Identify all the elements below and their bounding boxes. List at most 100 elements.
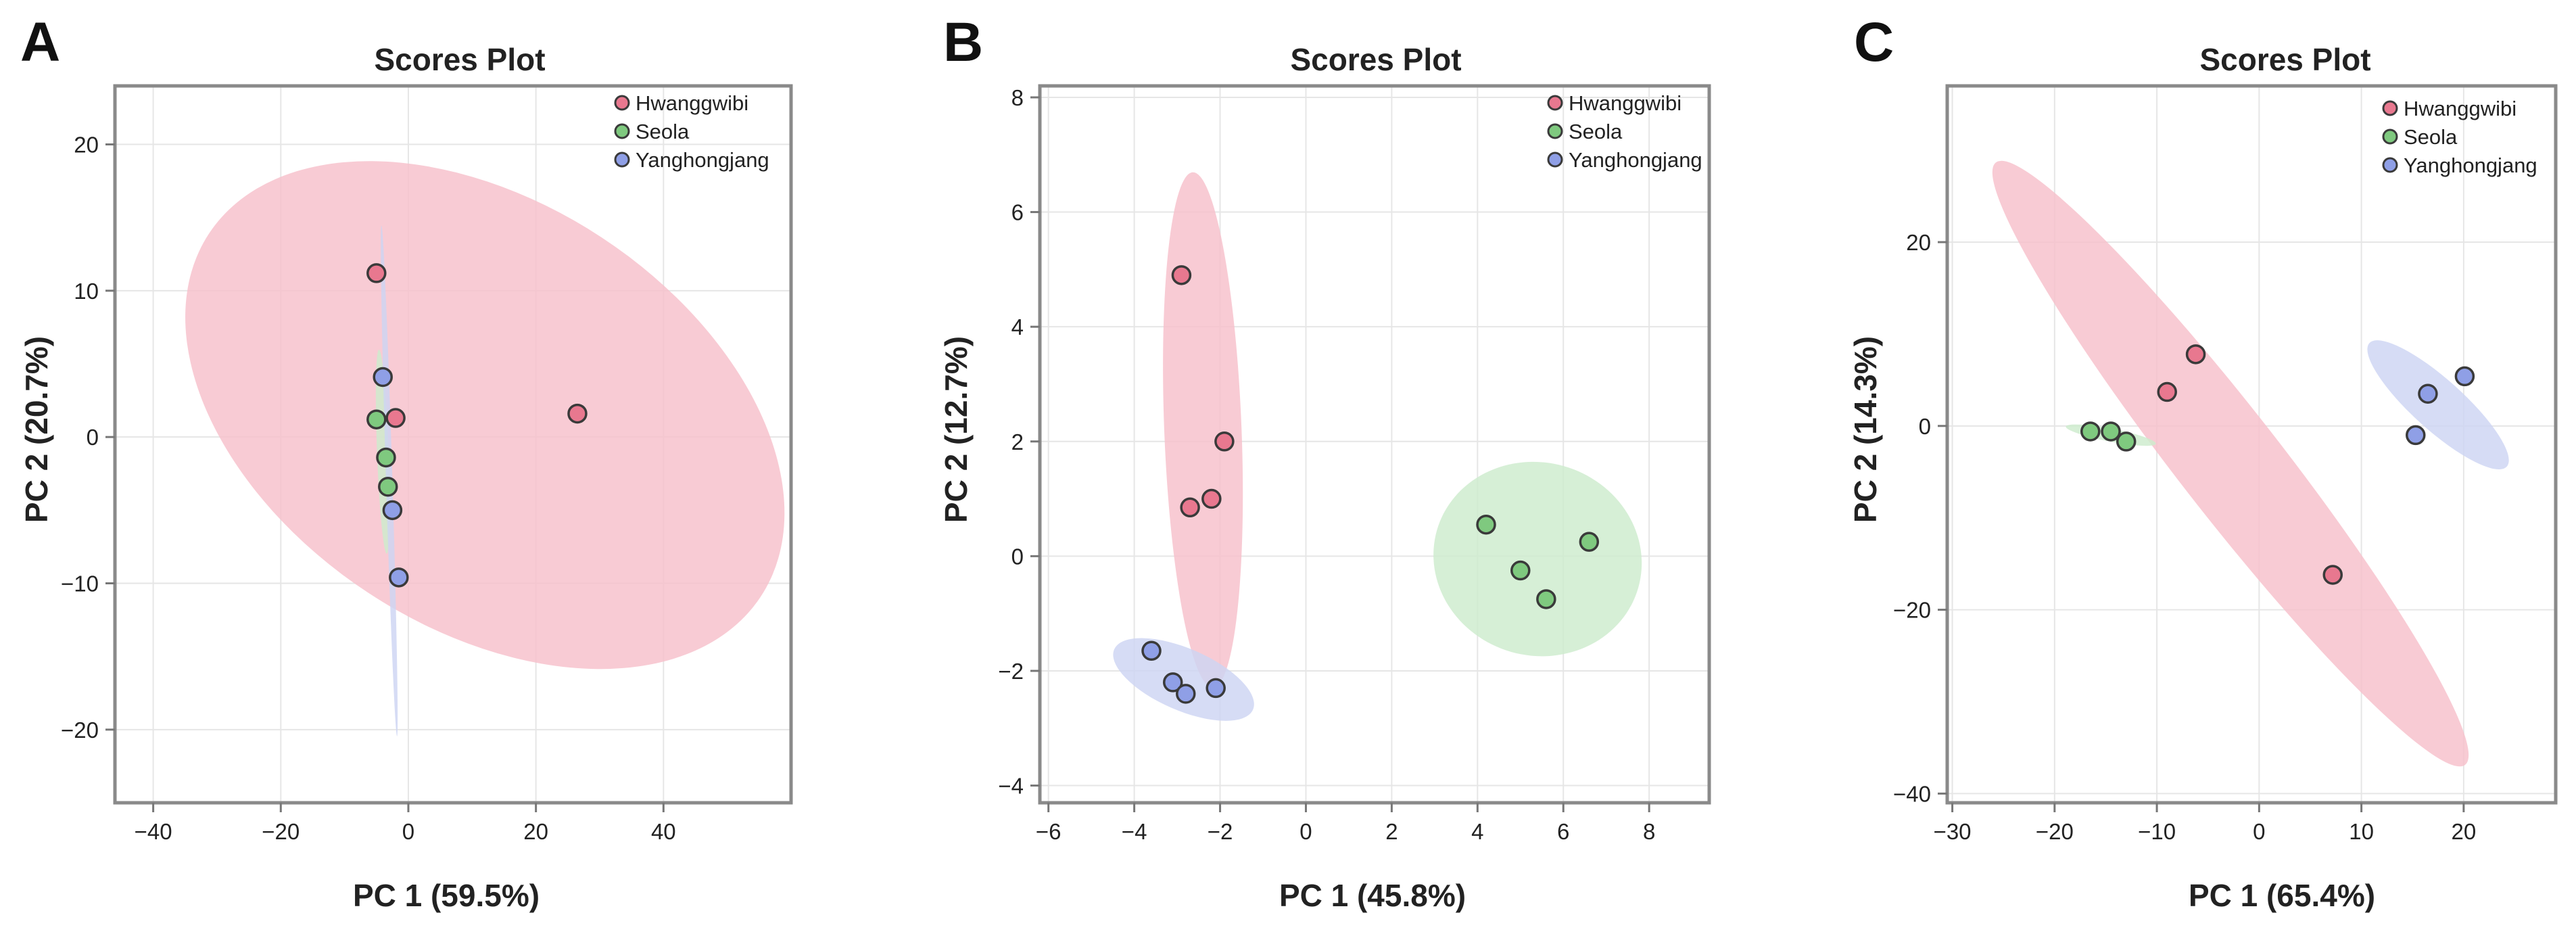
legend-label-seola-a: Seola <box>636 120 690 143</box>
confidence-ellipse-hwanggwibi-a <box>185 161 785 670</box>
data-point-yanghongjang-a <box>373 367 393 388</box>
plot-title-c: Scores Plot <box>2199 42 2370 77</box>
y-tick-label-a: 0 <box>87 425 99 450</box>
data-point-seola-b <box>1536 589 1556 609</box>
legend-marker-hwanggwibi-c <box>2382 100 2398 116</box>
x-tick-label-c: 20 <box>2452 819 2477 844</box>
legend-label-seola-c: Seola <box>2404 125 2458 149</box>
legend-label-yanghongjang-a: Yanghongjang <box>636 148 769 172</box>
confidence-ellipse-yanghongjang-c <box>2367 340 2509 469</box>
x-tick-label-a: 20 <box>523 819 548 844</box>
x-axis-label-c: PC 1 (65.4%) <box>2189 878 2375 913</box>
data-point-seola-a <box>376 447 396 468</box>
plot-frame-c <box>1945 84 2558 805</box>
x-tick-label-c: 0 <box>2253 819 2265 844</box>
y-tick-label-a: −10 <box>61 571 99 596</box>
y-tick-label-c: −20 <box>1893 598 1931 623</box>
x-tick-label-c: −20 <box>2036 819 2074 844</box>
x-tick-label-c: −30 <box>1934 819 1972 844</box>
y-axis-label-c: PC 2 (14.3%) <box>1848 336 1883 523</box>
data-point-seola-c <box>2116 431 2137 452</box>
x-tick-label-b: 4 <box>1471 819 1483 844</box>
data-point-hwanggwibi-a <box>366 263 387 283</box>
data-point-hwanggwibi-c <box>2185 344 2206 365</box>
plot-title-b: Scores Plot <box>1290 42 1461 77</box>
x-tick-label-b: −2 <box>1208 819 1233 844</box>
x-tick-label-b: 6 <box>1557 819 1569 844</box>
y-tick-label-b: 6 <box>1011 200 1024 225</box>
y-axis-label-b: PC 2 (12.7%) <box>938 336 974 523</box>
data-point-yanghongjang-b <box>1162 672 1183 693</box>
legend-label-yanghongjang-c: Yanghongjang <box>2404 154 2537 177</box>
panel-b: B Scores Plot PC 1 (45.8%) PC 2 (12.7%) … <box>938 11 1711 913</box>
y-tick-label-b: 8 <box>1011 85 1024 110</box>
x-tick-label-b: −6 <box>1036 819 1062 844</box>
confidence-ellipse-hwanggwibi-c <box>1992 160 2469 767</box>
data-point-yanghongjang-c <box>2418 383 2438 404</box>
y-tick-label-a: −20 <box>61 718 99 743</box>
x-tick-label-a: 0 <box>402 819 414 844</box>
panel-letter-c: C <box>1854 11 1894 73</box>
data-point-hwanggwibi-a <box>567 403 588 424</box>
data-point-seola-a <box>366 409 387 429</box>
data-point-seola-b <box>1579 532 1600 552</box>
x-tick-label-a: −20 <box>262 819 300 844</box>
x-tick-label-c: 10 <box>2349 819 2374 844</box>
data-point-yanghongjang-b <box>1141 640 1162 661</box>
y-tick-label-c: −40 <box>1893 781 1931 806</box>
legend-label-hwanggwibi-a: Hwanggwibi <box>636 91 748 115</box>
confidence-ellipse-hwanggwibi-b <box>1163 172 1243 688</box>
data-point-hwanggwibi-a <box>385 408 406 428</box>
y-tick-label-b: 2 <box>1011 429 1024 454</box>
data-point-yanghongjang-b <box>1206 678 1226 699</box>
legend-marker-hwanggwibi-b <box>1547 95 1563 111</box>
legend-marker-yanghongjang-c <box>2382 157 2398 173</box>
legend-a: Hwanggwibi Seola Yanghongjang <box>614 91 769 172</box>
data-point-yanghongjang-c <box>2454 366 2475 387</box>
data-point-yanghongjang-a <box>389 567 409 588</box>
data-point-hwanggwibi-b <box>1214 431 1235 452</box>
legend-label-yanghongjang-b: Yanghongjang <box>1569 148 1702 172</box>
legend-b: Hwanggwibi Seola Yanghongjang <box>1547 91 1702 172</box>
data-point-seola-b <box>1476 514 1496 535</box>
data-point-hwanggwibi-c <box>2322 565 2343 585</box>
data-point-seola-a <box>378 476 398 497</box>
data-point-hwanggwibi-c <box>2157 381 2177 402</box>
data-point-seola-c <box>2080 421 2101 442</box>
data-point-yanghongjang-a <box>382 500 403 521</box>
x-axis-label-a: PC 1 (59.5%) <box>353 878 540 913</box>
legend-marker-yanghongjang-b <box>1547 151 1563 168</box>
legend-marker-seola-a <box>614 123 630 139</box>
confidence-ellipse-seola-b <box>1433 461 1642 657</box>
legend-marker-seola-c <box>2382 128 2398 145</box>
plot-frame-b <box>1038 84 1711 805</box>
x-tick-label-c: −10 <box>2138 819 2176 844</box>
x-tick-label-b: 0 <box>1299 819 1312 844</box>
y-tick-label-b: 0 <box>1011 544 1024 569</box>
x-axis-label-b: PC 1 (45.8%) <box>1279 878 1466 913</box>
y-tick-label-b: −4 <box>998 774 1024 799</box>
data-point-hwanggwibi-b <box>1171 265 1192 285</box>
legend-label-seola-b: Seola <box>1569 120 1623 143</box>
legend-marker-yanghongjang-a <box>614 151 630 168</box>
x-tick-label-b: 8 <box>1643 819 1655 844</box>
y-tick-label-b: −2 <box>998 659 1024 684</box>
data-point-yanghongjang-b <box>1176 684 1196 704</box>
legend-c: Hwanggwibi Seola Yanghongjang <box>2382 97 2537 177</box>
x-tick-label-b: −4 <box>1122 819 1147 844</box>
panel-c: C Scores Plot PC 1 (65.4%) PC 2 (14.3%) … <box>1848 11 2558 913</box>
data-point-yanghongjang-c <box>2406 425 2426 446</box>
plot-frame-a <box>113 84 793 805</box>
data-point-hwanggwibi-b <box>1201 488 1222 509</box>
y-tick-label-c: 0 <box>1919 414 1931 439</box>
panel-letter-b: B <box>943 11 983 73</box>
x-tick-label-b: 2 <box>1385 819 1398 844</box>
confidence-ellipse-yanghongjang-b <box>1113 638 1254 721</box>
legend-marker-hwanggwibi-a <box>614 95 630 111</box>
x-tick-label-a: −40 <box>135 819 172 844</box>
legend-marker-seola-b <box>1547 123 1563 139</box>
y-tick-label-c: 20 <box>1906 230 1931 255</box>
x-tick-label-a: 40 <box>651 819 676 844</box>
legend-label-hwanggwibi-c: Hwanggwibi <box>2404 97 2517 120</box>
